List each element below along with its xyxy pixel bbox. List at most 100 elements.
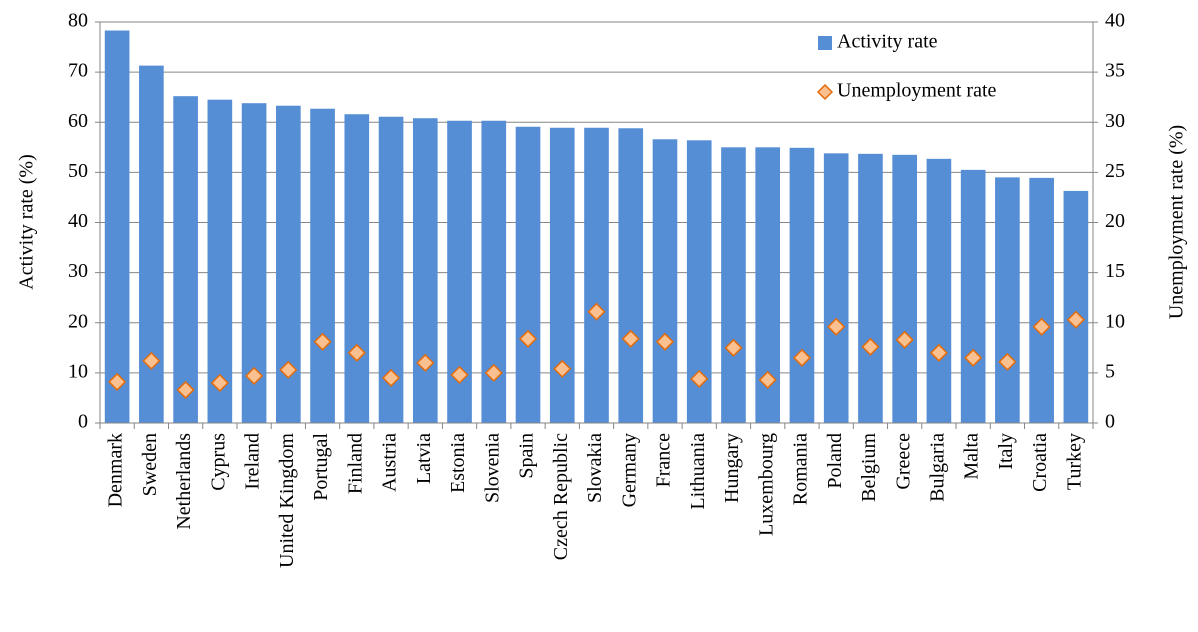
marker: [758, 370, 777, 389]
marker: [998, 352, 1017, 371]
marker: [210, 373, 229, 392]
y2-tick-label: 0: [1105, 411, 1115, 433]
x-tick-label: Sweden: [139, 433, 161, 496]
x-tick-label: Greece: [892, 433, 914, 490]
bar: [652, 139, 678, 424]
y2-tick-label: 25: [1105, 160, 1125, 182]
x-tick-label: Belgium: [858, 433, 880, 502]
x-tick-label: Hungary: [721, 433, 743, 503]
x-tick-label: Germany: [618, 433, 640, 507]
bar: [823, 153, 849, 423]
y2-tick-label: 10: [1105, 310, 1125, 332]
marker: [895, 330, 914, 349]
bar: [926, 158, 952, 423]
bar: [104, 30, 130, 424]
bar: [721, 147, 746, 423]
marker: [142, 351, 161, 370]
x-tick-label: Lithuania: [687, 433, 709, 510]
marker: [553, 359, 572, 378]
bar: [584, 127, 609, 424]
x-tick-label: Cyprus: [207, 433, 229, 491]
bar: [995, 177, 1020, 423]
marker: [518, 329, 538, 348]
marker: [108, 372, 127, 391]
x-tick-label: Slovenia: [481, 433, 503, 503]
y2-tick-label: 35: [1105, 60, 1125, 82]
x-tick-label: Italy: [995, 433, 1017, 470]
marker: [1032, 317, 1051, 336]
y2-axis-label: Unemployment rate (%): [1166, 125, 1188, 319]
x-tick-label: Croatia: [1029, 433, 1051, 492]
x-tick-label: Finland: [344, 433, 366, 494]
marker: [690, 369, 709, 388]
y-tick-label: 50: [68, 160, 88, 182]
y2-tick-label: 20: [1105, 210, 1125, 232]
legend-swatch: [818, 36, 832, 50]
marker: [450, 365, 469, 384]
x-tick-label: Turkey: [1063, 433, 1085, 490]
y-tick-label: 20: [68, 310, 88, 332]
marker: [245, 366, 264, 385]
y-tick-label: 40: [68, 210, 88, 232]
bar: [789, 147, 815, 423]
x-tick-label: Latvia: [413, 433, 435, 484]
x-tick-label: Slovakia: [584, 433, 606, 503]
marker: [621, 329, 640, 348]
x-tick-label: Spain: [516, 433, 538, 479]
y-tick-label: 30: [68, 260, 88, 282]
marker: [313, 332, 332, 351]
y-tick-label: 60: [68, 110, 88, 132]
y2-tick-label: 40: [1105, 10, 1125, 32]
marker: [176, 380, 195, 399]
x-tick-label: Bulgaria: [927, 433, 949, 502]
x-tick-label: Romania: [790, 433, 812, 505]
legend-swatch: [816, 83, 834, 101]
bar: [412, 118, 438, 424]
marker: [861, 337, 880, 356]
marker: [964, 348, 983, 367]
marker: [347, 343, 366, 362]
bar: [344, 114, 370, 423]
bar: [173, 96, 198, 423]
bar: [1063, 190, 1089, 423]
x-tick-label: Poland: [824, 433, 846, 489]
marker: [279, 360, 298, 379]
marker: [1066, 310, 1085, 329]
bar: [618, 128, 644, 423]
marker: [827, 317, 846, 336]
marker: [655, 332, 675, 351]
marker: [587, 302, 606, 321]
x-tick-label: Estonia: [447, 433, 469, 493]
legend-label: Unemployment rate: [837, 80, 997, 102]
marker: [484, 363, 503, 382]
x-tick-label: Ireland: [242, 433, 264, 490]
y-tick-label: 80: [68, 10, 88, 32]
marker: [724, 338, 743, 357]
x-tick-label: Austria: [379, 433, 401, 492]
bar: [207, 99, 233, 423]
bar: [858, 153, 883, 424]
x-tick-label: France: [653, 433, 675, 488]
y-tick-label: 0: [78, 411, 88, 433]
marker: [792, 348, 812, 367]
bar: [310, 108, 335, 423]
bar: [515, 126, 541, 423]
marker: [929, 343, 948, 362]
y2-tick-label: 5: [1105, 360, 1115, 382]
bar: [960, 169, 986, 423]
y-axis-label: Activity rate (%): [16, 154, 38, 290]
x-tick-label: United Kingdom: [276, 433, 298, 568]
marker: [416, 353, 435, 372]
y2-tick-label: 15: [1105, 260, 1125, 282]
x-tick-label: Netherlands: [173, 433, 195, 530]
bar: [892, 154, 917, 424]
bar: [549, 127, 575, 424]
x-tick-label: Czech Republic: [550, 433, 572, 560]
x-tick-label: Luxembourg: [755, 433, 777, 536]
y2-tick-label: 30: [1105, 110, 1125, 132]
y-tick-label: 10: [68, 360, 88, 382]
bar: [1029, 177, 1054, 423]
marker: [381, 368, 401, 387]
x-tick-label: Malta: [961, 433, 983, 480]
